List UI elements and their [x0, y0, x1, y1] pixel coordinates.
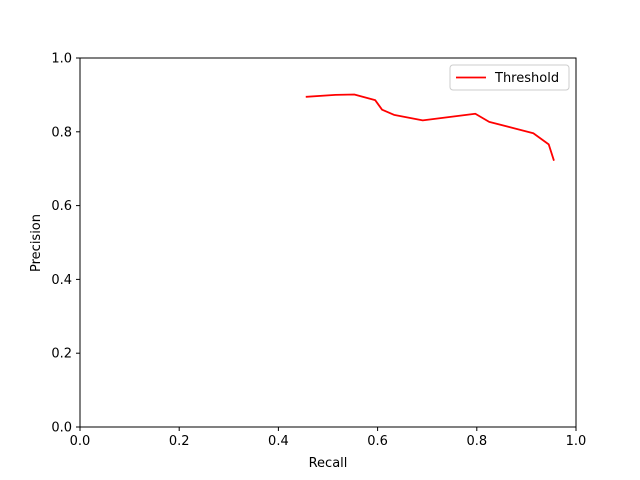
plot-area [79, 57, 577, 428]
y-tick-label: 0.4 [51, 273, 72, 288]
axes-frame [79, 57, 577, 428]
x-tick-label: 1.0 [566, 434, 587, 449]
x-axis-label: Recall [309, 456, 348, 471]
y-tick-label: 0.8 [51, 125, 72, 140]
x-tick-label: 0.8 [466, 434, 487, 449]
legend-label: Threshold [494, 71, 559, 86]
x-axis-ticks: 0.0 0.2 0.4 0.6 0.8 1.0 [70, 427, 587, 449]
series-layer [305, 93, 555, 161]
legend-box [449, 64, 570, 91]
y-axis-label: Precision [29, 214, 44, 272]
x-tick-label: 0.2 [169, 434, 190, 449]
x-tick-label: 0.6 [367, 434, 388, 449]
x-tick-label: 0.4 [268, 434, 289, 449]
y-tick-label: 0.2 [51, 347, 72, 362]
y-tick-label: 0.0 [51, 421, 72, 436]
y-tick-label: 1.0 [51, 52, 72, 67]
legend: Threshold [449, 64, 570, 91]
y-axis-ticks: 0.0 0.2 0.4 0.6 0.8 1.0 [51, 52, 80, 436]
series-line-threshold [305, 93, 555, 161]
x-tick-label: 0.0 [70, 434, 91, 449]
y-tick-label: 0.6 [51, 199, 72, 214]
